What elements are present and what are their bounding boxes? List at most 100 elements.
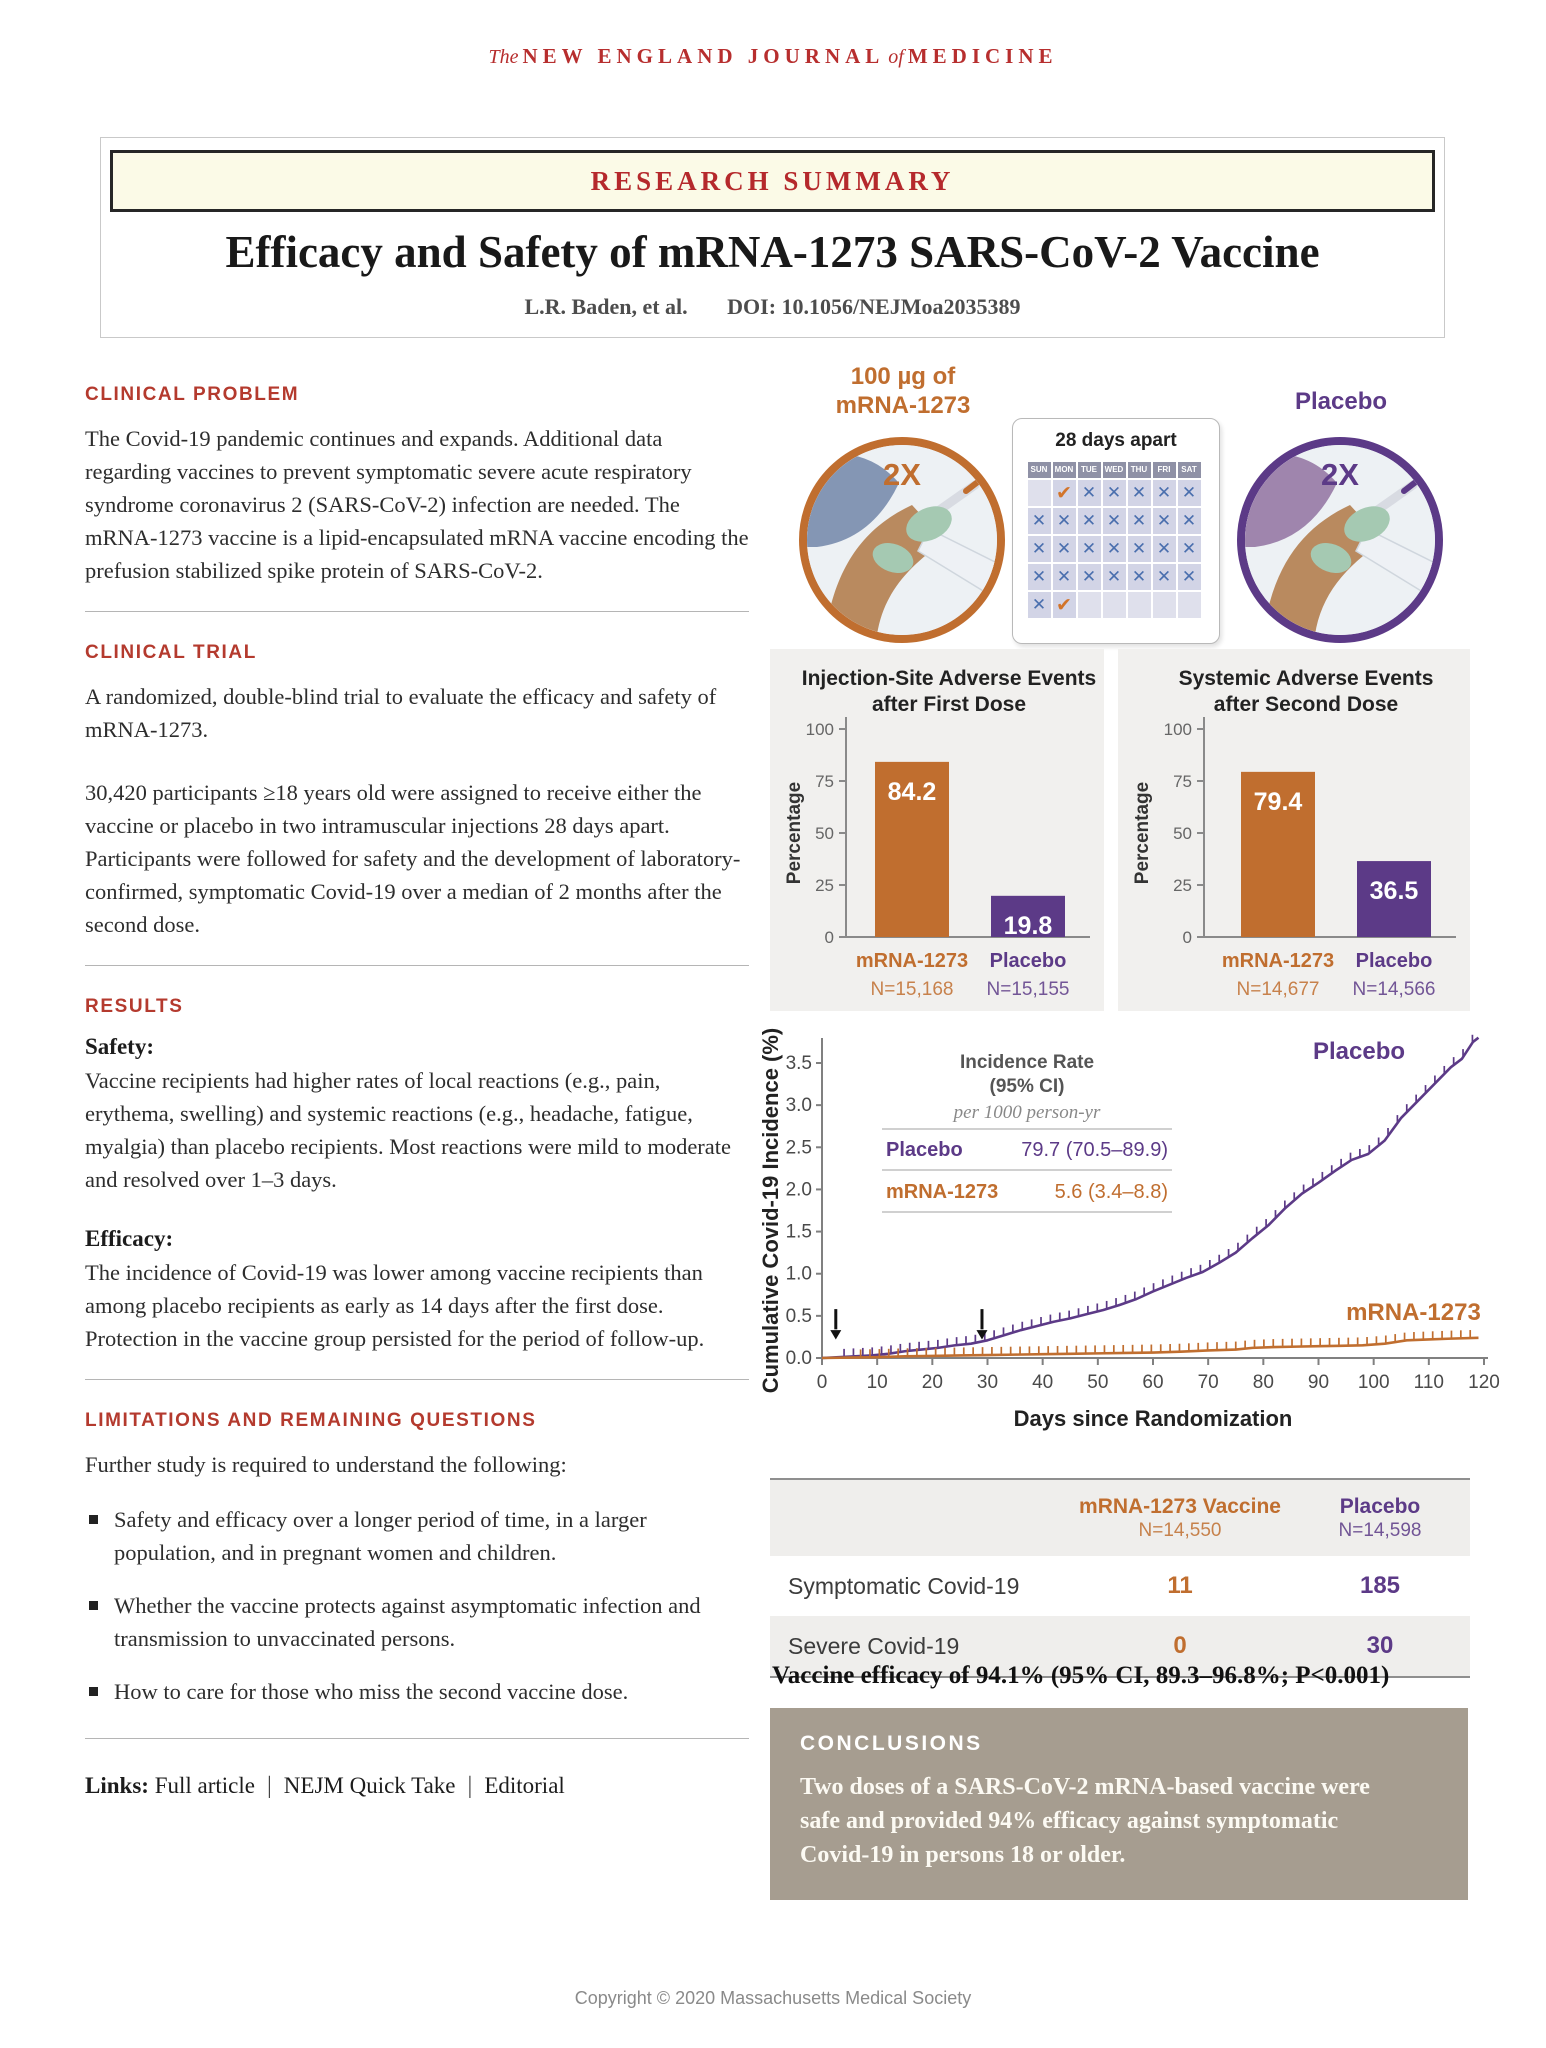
svg-text:50: 50 xyxy=(1173,824,1192,843)
copyright-footer: Copyright © 2020 Massachusetts Medical S… xyxy=(574,1988,972,2008)
svg-text:3.5: 3.5 xyxy=(786,1053,812,1074)
cumulative-incidence-line-chart: 0 10 20 30 40 50 60 70 80 90 100 110 120 0.0 0.5 1.0 1.5… xyxy=(758,1026,1500,1462)
svg-text:mRNA-1273: mRNA-1273 xyxy=(856,950,968,972)
svg-text:N=15,168: N=15,168 xyxy=(871,979,954,1000)
masthead-of: of xyxy=(888,46,904,68)
bar-mRNA-1273 xyxy=(875,761,949,937)
svg-text:79.7 (70.5–89.9): 79.7 (70.5–89.9) xyxy=(1021,1139,1168,1161)
svg-text:70: 70 xyxy=(1198,1372,1219,1393)
svg-text:Placebo: Placebo xyxy=(1356,950,1433,972)
limitations-heading: LIMITATIONS AND REMAINING QUESTIONS xyxy=(85,1410,537,1431)
header-box: RESEARCH SUMMARY Efficacy and Safety of … xyxy=(100,137,1445,338)
placebo-count: 30 xyxy=(1366,1632,1394,1659)
clinical-trial-heading: CLINICAL TRIAL xyxy=(85,642,257,663)
svg-text:50: 50 xyxy=(1087,1372,1108,1393)
safety-body: Vaccine recipients had higher rates of l… xyxy=(85,1068,732,1192)
link-nejm-quick-take[interactable]: NEJM Quick Take xyxy=(283,1773,456,1798)
vaccine-efficacy-statement: Vaccine efficacy of 94.1% (95% CI, 89.3–… xyxy=(772,1662,1390,1689)
calendar-x-mark: ✕ xyxy=(1052,536,1076,562)
svg-text:Systemic Adverse Events: Systemic Adverse Events xyxy=(1179,667,1434,690)
link-separator: | xyxy=(467,1773,473,1799)
vaccine-count: 0 xyxy=(1173,1632,1187,1659)
svg-text:20: 20 xyxy=(922,1372,943,1393)
bullet-marker xyxy=(89,1687,98,1696)
outcomes-table: mRNA-1273 Vaccine N=14,550 Placebo N=14,… xyxy=(770,1478,1470,1678)
link-full-article[interactable]: Full article xyxy=(154,1773,255,1798)
masthead-the: The xyxy=(488,46,519,68)
svg-text:1.0: 1.0 xyxy=(786,1264,812,1285)
svg-text:Injection-Site Adverse Events: Injection-Site Adverse Events xyxy=(802,667,1096,690)
links-row: Links: Full article | NEJM Quick Take | Edit… xyxy=(85,1773,749,1800)
systemic-events-bar-chart: Systemic Adverse Events after Second Dose… xyxy=(1118,649,1470,1011)
limitation-bullet: How to care for those who miss the secon… xyxy=(85,1675,749,1708)
clinical-problem-heading: CLINICAL PROBLEM xyxy=(85,384,300,405)
byline: L.R. Baden, et al. DOI: 10.1056/NEJMoa20… xyxy=(101,294,1444,320)
svg-text:100: 100 xyxy=(1164,720,1192,739)
vaccine-arm-label: 100 µg of mRNA-1273 xyxy=(835,363,971,419)
limitations-intro: Further study is required to understand … xyxy=(85,1452,567,1477)
calendar-title: 28 days apart xyxy=(1055,430,1177,451)
calendar-x-mark: ✕ xyxy=(1077,508,1101,534)
calendar-grid: SUN MON TUE WED THU FRI SAT ✔ ✕ ✕ ✕ ✕ ✕ ✕ ✕ ✕ ✕ ✕ ✕ ✕ ✕ ✕ ✕ ✕ ✕ ✕… xyxy=(1027,462,1205,618)
doi: DOI: 10.1056/NEJMoa2035389 xyxy=(727,294,1021,319)
outcome-row-severe-covid-19: Severe Covid-19 0 30 xyxy=(770,1616,1470,1676)
placebo-dose-count: 2X xyxy=(1321,457,1359,492)
calendar-x-mark: ✕ xyxy=(1152,564,1176,590)
calendar-x-mark: ✕ xyxy=(1102,536,1126,562)
bar-chart-svg: Injection-Site Adverse Events after First… xyxy=(784,667,1096,1000)
svg-text:(95% CI): (95% CI) xyxy=(990,1076,1065,1097)
calendar-x-mark: ✕ xyxy=(1127,480,1151,506)
calendar-empty-cell xyxy=(1027,480,1051,506)
calendar-dose-check: ✔ xyxy=(1052,480,1076,506)
section-divider xyxy=(85,611,749,612)
svg-text:mRNA-1273: mRNA-1273 xyxy=(1222,950,1334,972)
svg-text:0: 0 xyxy=(817,1372,828,1393)
vaccine-column-n: N=14,550 xyxy=(1138,1520,1222,1541)
calendar-x-mark: ✕ xyxy=(1177,508,1201,534)
svg-text:N=14,566: N=14,566 xyxy=(1353,979,1436,1000)
vaccine-column-header: mRNA-1273 Vaccine xyxy=(1079,1495,1281,1518)
calendar-day-header: SAT xyxy=(1177,462,1201,478)
line-y-axis-label: Cumulative Covid-19 Incidence (%) xyxy=(762,1028,783,1394)
calendar-x-mark: ✕ xyxy=(1177,536,1201,562)
calendar-x-mark: ✕ xyxy=(1102,564,1126,590)
injection-scene-art xyxy=(1245,445,1435,635)
svg-text:40: 40 xyxy=(1032,1372,1053,1393)
calendar-x-mark: ✕ xyxy=(1152,536,1176,562)
calendar-x-mark: ✕ xyxy=(1177,564,1201,590)
calendar-x-mark: ✕ xyxy=(1052,508,1076,534)
series-label-mRNA-1273: mRNA-1273 xyxy=(1346,1299,1481,1326)
limitation-bullet: Whether the vaccine protects against asy… xyxy=(85,1589,749,1655)
svg-text:0.5: 0.5 xyxy=(786,1306,812,1327)
bullet-marker xyxy=(89,1515,98,1524)
dose-arrow xyxy=(976,1330,988,1340)
svg-text:60: 60 xyxy=(1142,1372,1163,1393)
vaccine-count: 11 xyxy=(1167,1572,1193,1599)
clinical-problem-body: The Covid-19 pandemic continues and expa… xyxy=(85,426,749,583)
results-heading: RESULTS xyxy=(85,996,184,1017)
svg-text:1.5: 1.5 xyxy=(786,1222,812,1243)
calendar-x-mark: ✕ xyxy=(1152,508,1176,534)
svg-text:0: 0 xyxy=(825,928,834,947)
calendar-empty-cell xyxy=(1077,592,1101,618)
svg-text:110: 110 xyxy=(1414,1372,1444,1393)
svg-text:Placebo: Placebo xyxy=(886,1139,963,1161)
bar-chart-svg: Systemic Adverse Events after Second Dose… xyxy=(1132,667,1456,1000)
svg-text:80: 80 xyxy=(1253,1372,1274,1393)
placebo-count: 185 xyxy=(1359,1572,1401,1599)
svg-text:2.0: 2.0 xyxy=(786,1179,812,1200)
link-editorial[interactable]: Editorial xyxy=(484,1773,565,1798)
svg-text:19.8: 19.8 xyxy=(1004,912,1053,940)
calendar-x-mark: ✕ xyxy=(1027,508,1051,534)
conclusions-heading: CONCLUSIONS xyxy=(800,1732,983,1755)
calendar-day-header: WED xyxy=(1102,462,1126,478)
research-summary-banner: RESEARCH SUMMARY xyxy=(110,150,1435,212)
svg-text:79.4: 79.4 xyxy=(1254,788,1303,816)
bar-Placebo xyxy=(991,895,1065,937)
calendar-empty-cell xyxy=(1127,592,1151,618)
calendar-day-header: FRI xyxy=(1152,462,1176,478)
svg-text:75: 75 xyxy=(815,772,834,791)
svg-text:120: 120 xyxy=(1468,1372,1500,1393)
authors: L.R. Baden, et al. xyxy=(524,294,688,319)
bar-y-axis-label: Percentage xyxy=(784,782,805,884)
